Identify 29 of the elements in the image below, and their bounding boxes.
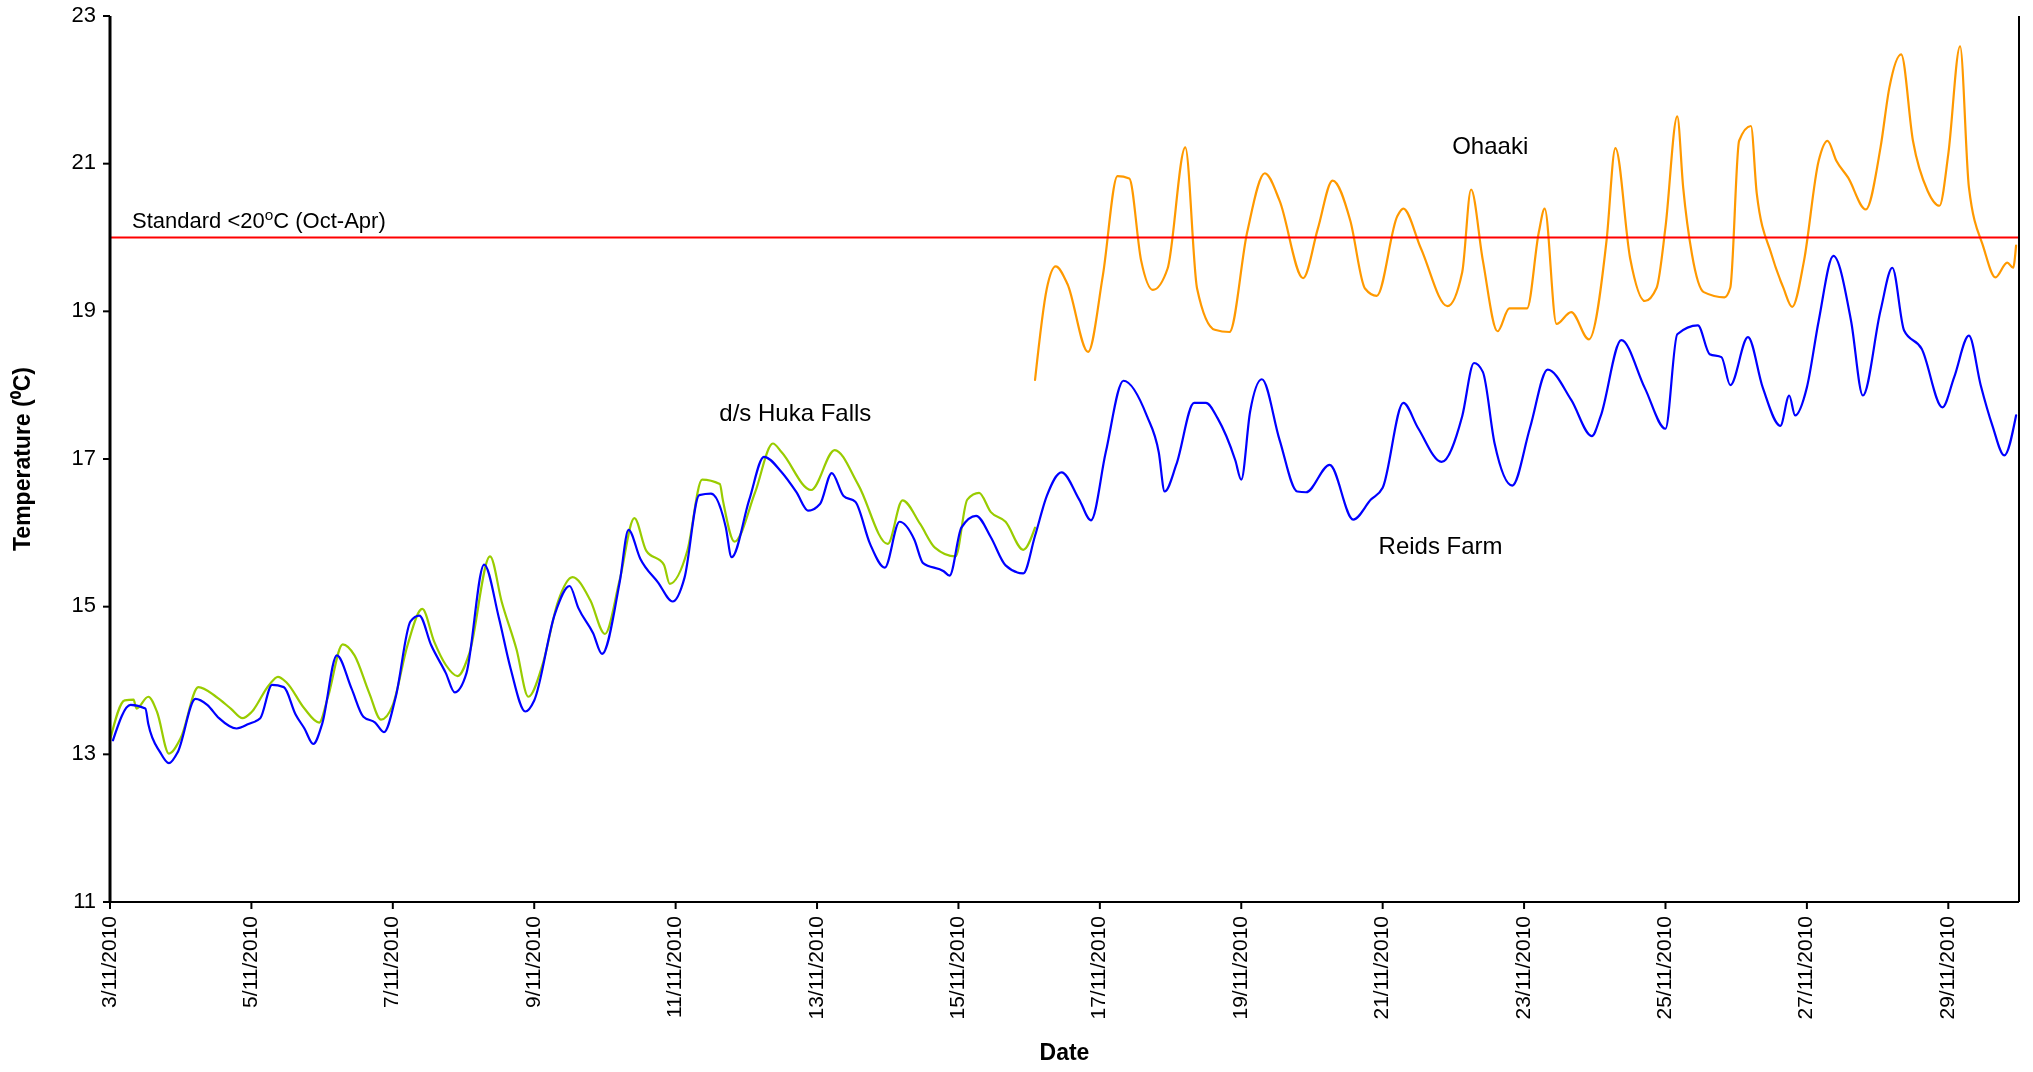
y-axis-title: Temperature (⁰C): [9, 367, 35, 551]
annotation: Reids Farm: [1378, 531, 1503, 559]
annotation: d/s Huka Falls: [719, 399, 872, 427]
x-tick-label: 25/11/2010: [1652, 916, 1676, 1020]
x-tick-label: 15/11/2010: [944, 916, 968, 1020]
x-tick-label: 27/11/2010: [1793, 916, 1817, 1020]
y-tick-label: 11: [73, 887, 96, 913]
x-tick-label: 23/11/2010: [1510, 916, 1534, 1020]
x-axis-title: Date: [1039, 1039, 1090, 1065]
x-tick-label: 17/11/2010: [1086, 916, 1110, 1020]
y-tick-label: 17: [71, 444, 96, 470]
annotation: Ohaaki: [1452, 132, 1529, 160]
x-tick-label: 3/11/2010: [96, 916, 120, 1008]
x-tick-label: 7/11/2010: [379, 916, 403, 1008]
ref-line-label: Standard <20$^{o}$C (Oct-Apr): [132, 205, 386, 233]
x-tick-label: 11/11/2010: [662, 916, 686, 1018]
x-tick-label: 9/11/2010: [520, 916, 544, 1008]
y-tick-label: 19: [71, 297, 96, 323]
y-tick-label: 13: [71, 740, 96, 766]
x-tick-label: 19/11/2010: [1227, 916, 1251, 1020]
y-tick-label: 23: [71, 1, 96, 27]
x-tick-label: 13/11/2010: [803, 916, 827, 1020]
y-tick-label: 21: [71, 149, 96, 175]
line-series: [1033, 45, 2018, 382]
line-series: [111, 254, 2018, 765]
y-tick-label: 15: [71, 592, 96, 618]
x-tick-label: 29/11/2010: [1934, 916, 1958, 1020]
x-tick-label: 21/11/2010: [1369, 916, 1393, 1020]
x-tick-label: 5/11/2010: [237, 916, 261, 1008]
